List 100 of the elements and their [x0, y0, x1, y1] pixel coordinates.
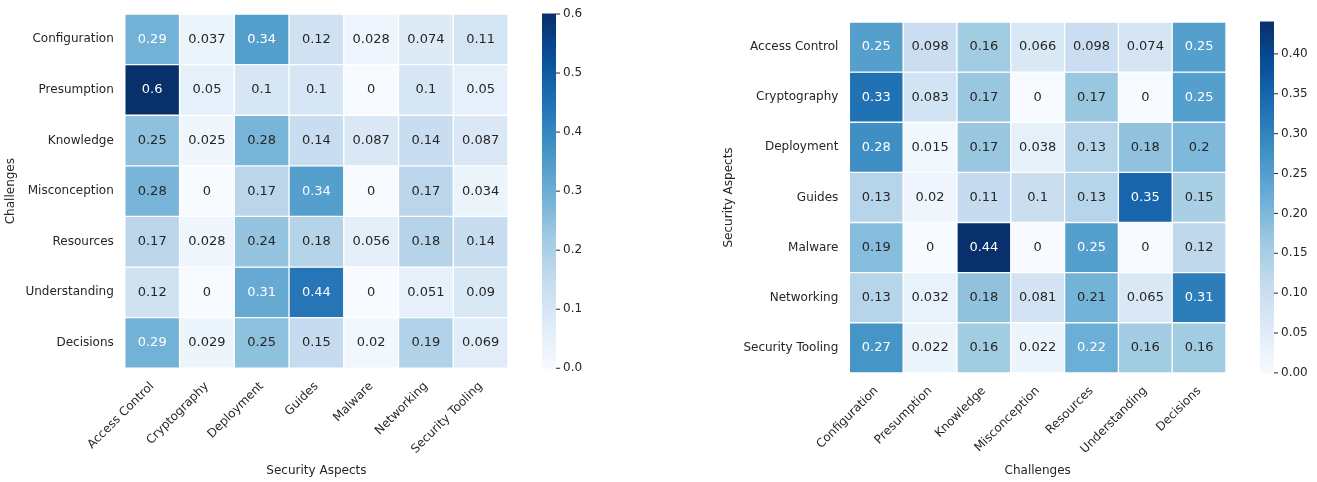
y-tick-label: Deployment — [764, 139, 839, 154]
data-label: 0 — [367, 283, 376, 299]
data-label: 0.034 — [462, 182, 500, 198]
y-axis-title: Challenges — [3, 158, 18, 225]
data-label: 0.11 — [466, 30, 496, 46]
x-axis-title: Security Aspects — [266, 462, 367, 477]
data-label: 0.13 — [1077, 188, 1106, 204]
y-tick-label: Networking — [769, 289, 839, 304]
data-label: 0.25 — [247, 334, 277, 350]
y-axis-title: Security Aspects — [721, 147, 736, 248]
data-label: 0.12 — [1184, 238, 1214, 254]
data-label: 0.098 — [911, 38, 949, 54]
y-tick-label: Decisions — [56, 335, 114, 350]
data-label: 0.02 — [356, 334, 386, 350]
data-label: 0 — [202, 182, 212, 198]
data-label: 0.44 — [969, 238, 999, 254]
data-label: 0.022 — [911, 339, 949, 355]
data-label: 0.15 — [1184, 188, 1214, 204]
data-label: 0.18 — [1130, 138, 1160, 154]
color-bar-label: 0.0 — [563, 360, 583, 375]
data-label: 0.087 — [352, 131, 390, 147]
color-bar-label: 0.30 — [1281, 125, 1308, 140]
data-label: 0.015 — [911, 138, 949, 154]
color-bar-label: 0.6 — [563, 6, 583, 21]
data-label: 0.069 — [462, 334, 500, 350]
data-label: 0.1 — [306, 81, 327, 97]
y-tick-label: Configuration — [32, 31, 114, 46]
data-label: 0.17 — [411, 182, 441, 198]
data-label: 0.22 — [1077, 339, 1106, 355]
data-label: 0.14 — [301, 131, 331, 147]
data-label: 0.066 — [1019, 38, 1057, 54]
data-label: 0.17 — [1077, 88, 1106, 104]
data-label: 0.1 — [1027, 188, 1049, 204]
data-label: 0.31 — [1184, 289, 1214, 305]
data-label: 0.6 — [141, 81, 163, 97]
color-bar-label: 0.15 — [1281, 245, 1308, 260]
data-label: 0.25 — [861, 38, 891, 54]
color-bar-label: 0.05 — [1281, 325, 1308, 340]
data-label: 0.037 — [188, 30, 226, 46]
data-label: 0.16 — [969, 339, 999, 355]
data-label: 0.18 — [969, 289, 999, 305]
data-label: 0.02 — [915, 188, 945, 204]
data-label: 0.16 — [1130, 339, 1160, 355]
data-label: 0.17 — [137, 233, 167, 249]
data-label: 0.2 — [1188, 138, 1210, 154]
data-label: 0.13 — [1077, 138, 1106, 154]
y-tick-label: Understanding — [25, 284, 114, 299]
data-label: 0.13 — [861, 188, 891, 204]
data-label: 0.028 — [188, 233, 226, 249]
data-label: 0 — [1141, 238, 1150, 254]
data-label: 0 — [1033, 88, 1042, 104]
data-label: 0.14 — [411, 131, 441, 147]
data-label: 0.051 — [407, 283, 445, 299]
data-label: 0.29 — [137, 334, 167, 350]
data-label: 0.098 — [1072, 38, 1111, 54]
data-label: 0.025 — [188, 131, 226, 147]
data-label: 0.13 — [861, 289, 891, 305]
data-label: 0.27 — [861, 339, 891, 355]
x-axis-title: Challenges — [1004, 462, 1071, 477]
data-label: 0.18 — [301, 233, 331, 249]
data-label: 0.05 — [192, 81, 222, 97]
data-label: 0.065 — [1126, 289, 1164, 305]
data-label: 0.19 — [411, 334, 441, 350]
y-tick-label: Misconception — [27, 183, 114, 198]
data-label: 0.022 — [1019, 339, 1057, 355]
data-label: 0.1 — [415, 81, 437, 97]
data-label: 0.038 — [1019, 138, 1057, 154]
data-label: 0.25 — [1184, 38, 1214, 54]
color-bar-label: 0.20 — [1281, 205, 1308, 220]
y-tick-label: Knowledge — [47, 132, 114, 147]
data-label: 0.28 — [861, 138, 891, 154]
data-label: 0 — [925, 238, 935, 254]
color-bar-label: 0.1 — [563, 301, 583, 316]
data-label: 0.032 — [911, 289, 949, 305]
color-bar-label: 0.00 — [1281, 365, 1308, 380]
data-label: 0.21 — [1077, 289, 1106, 305]
data-label: 0.15 — [301, 334, 331, 350]
color-bar-label: 0.3 — [563, 183, 583, 198]
data-label: 0.25 — [137, 131, 167, 147]
data-label: 0.16 — [969, 38, 999, 54]
color-bar-label: 0.5 — [563, 65, 583, 80]
data-label: 0.28 — [247, 131, 277, 147]
data-label: 0 — [202, 283, 212, 299]
y-tick-label: Guides — [796, 189, 839, 204]
color-bar-label: 0.10 — [1281, 285, 1308, 300]
data-label: 0.029 — [188, 334, 226, 350]
data-label: 0.25 — [1077, 238, 1106, 254]
color-bar-label: 0.2 — [563, 242, 583, 257]
y-tick-label: Cryptography — [756, 89, 839, 104]
y-tick-label: Security Tooling — [743, 339, 839, 354]
data-label: 0.19 — [861, 238, 891, 254]
data-label: 0.34 — [301, 182, 331, 198]
data-label: 0.28 — [137, 182, 167, 198]
data-label: 0.074 — [407, 30, 445, 46]
data-label: 0.14 — [466, 233, 496, 249]
data-label: 0.05 — [466, 81, 496, 97]
data-label: 0.12 — [137, 283, 167, 299]
data-label: 0.18 — [411, 233, 441, 249]
data-label: 0.24 — [247, 233, 277, 249]
y-tick-label: Presumption — [38, 82, 114, 97]
